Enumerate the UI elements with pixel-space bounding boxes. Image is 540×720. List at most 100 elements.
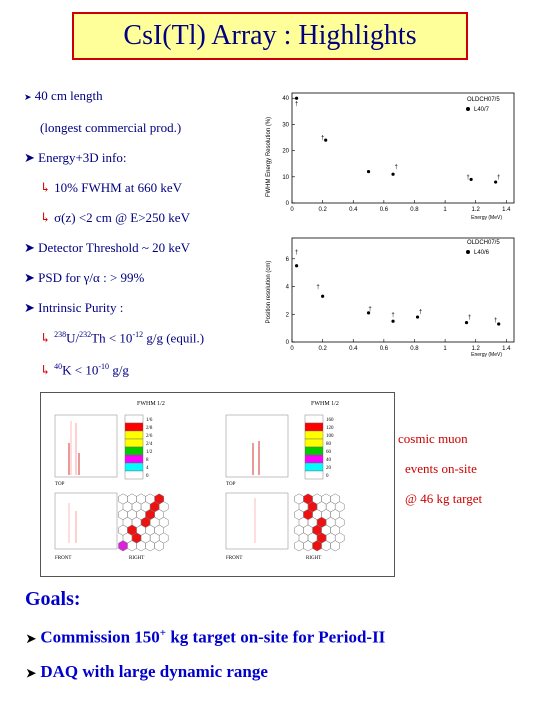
event-display: FWHM 1/2 TOP FRONT 1/6 2/8 2/6 2/4 1/2 8 4 0 RI…	[40, 392, 395, 577]
sup-40: 40	[54, 362, 63, 371]
position-legend-1: OLDCH07/5	[467, 240, 500, 246]
color-scale-cell	[304, 414, 324, 424]
arrow-icon: ↳	[40, 180, 51, 195]
bullet-marker: ➤	[26, 666, 37, 680]
bullet-energy: ➤ Energy+3D info:	[24, 150, 126, 166]
x-tick-label: 1.4	[502, 207, 511, 213]
goal-commission-sup: +	[159, 627, 167, 639]
hex-cell	[303, 540, 313, 552]
bullet-energy-fwhm-text: 10% FWHM at 660 keV	[54, 180, 182, 195]
x-tick-label: 1.4	[502, 346, 511, 352]
y-tick-label: 20	[282, 149, 289, 155]
hex-cell	[127, 540, 137, 552]
event-panel1-front-box	[54, 492, 118, 550]
color-scale-cell	[124, 446, 144, 456]
position-legend-2: L40/6	[474, 250, 490, 256]
color-scale-cell	[304, 470, 324, 480]
u-text: U/	[66, 330, 80, 346]
goal-commission: ➤ Commission 150+ kg target on-site for …	[26, 627, 385, 648]
color-scale-cell	[304, 462, 324, 472]
x-tick-label: 1	[443, 346, 447, 352]
sup-232: 232	[79, 330, 92, 339]
color-scale-cell	[304, 438, 324, 448]
muon-text-line1: cosmic muon	[398, 431, 468, 446]
data-point-filled	[415, 315, 420, 319]
k-text: K < 10	[62, 362, 99, 378]
color-scale-cell	[304, 430, 324, 440]
event-panel2-top-box	[225, 414, 289, 478]
sup-exp: -12	[132, 330, 144, 339]
bullet-energy-text: Energy+3D info:	[38, 150, 127, 165]
color-scale-label: 120	[326, 426, 334, 431]
bullet-energy-sigma-text: (z) <2 cm @ E>250 keV	[61, 210, 190, 225]
data-point-filled	[497, 322, 501, 326]
color-scale-cell	[304, 446, 324, 456]
hex-cell	[330, 540, 340, 552]
y-tick-label: 6	[286, 257, 290, 263]
event-panel2-color-scale: 160 120 100 80 60 40 20 0	[304, 414, 334, 480]
energy-plot-ylabel: FWHM Energy Resolution (%)	[266, 117, 272, 197]
position-resolution-svg: Position resolution (cm) Energy (MeV) OL…	[262, 232, 524, 360]
goal-commission-pre: Commission 150	[40, 627, 160, 647]
color-scale-label: 0	[146, 474, 149, 479]
event-panel2-front-label: FRONT	[226, 556, 242, 561]
data-point-open: †	[419, 309, 422, 315]
uth-post: g/g (equil.)	[143, 330, 205, 346]
x-tick-label: 0.2	[318, 346, 327, 352]
data-point-open: †	[466, 175, 469, 181]
bullet-psd-post: : > 99%	[99, 270, 145, 285]
energy-legend-2: L40/7	[474, 107, 490, 113]
color-scale-label: 60	[326, 450, 332, 455]
bullet-marker: ➤	[24, 240, 35, 255]
x-tick-label: 1.2	[472, 346, 481, 352]
data-point-filled	[321, 294, 325, 298]
color-scale-label: 4	[146, 466, 149, 471]
color-scale-label: 0	[326, 474, 329, 479]
x-tick-label: 0.8	[410, 346, 419, 352]
bullet-energy-sigma: ↳ σ(z) <2 cm @ E>250 keV	[40, 210, 190, 226]
color-scale-cell	[304, 454, 324, 464]
color-scale-cell	[124, 430, 144, 440]
y-tick-label: 10	[282, 175, 289, 181]
muon-text-line3: @ 46 kg target	[405, 491, 483, 506]
y-tick-label: 4	[286, 285, 290, 291]
x-tick-label: 1	[443, 207, 447, 213]
y-tick-label: 0	[286, 340, 290, 346]
event-panel1-right-label: RIGHT	[129, 556, 144, 561]
bullet-marker: ➤	[24, 300, 35, 315]
bullet-psd-sym: γ/α	[83, 270, 100, 285]
bullet-purity: ➤ Intrinsic Purity :	[24, 300, 123, 316]
th-text: Th < 10	[91, 330, 133, 346]
energy-resolution-plot: FWHM Energy Resolution (%) Energy (MeV) …	[262, 85, 524, 230]
data-point-filled	[294, 96, 299, 100]
bullet-psd-pre: PSD for	[38, 270, 84, 285]
bullet-length-text: 40 cm length	[34, 88, 103, 103]
arrow-icon: ↳	[40, 362, 51, 378]
bullet-marker: ➤	[24, 270, 35, 285]
data-point-open: †	[494, 318, 497, 324]
arrow-icon: ↳	[40, 330, 51, 346]
data-point-open: †	[295, 250, 298, 256]
data-point-open: †	[368, 307, 371, 313]
event-panel1-top-box	[54, 414, 118, 478]
data-point-open: †	[468, 315, 471, 321]
event-panel1-front-label: FRONT	[55, 556, 71, 561]
goal-commission-post: kg target on-site for Period-II	[166, 627, 386, 647]
data-point-open: †	[295, 101, 298, 107]
data-point-filled	[464, 320, 469, 325]
y-tick-label: 30	[282, 122, 289, 128]
data-point-open: †	[316, 285, 319, 291]
sup-238: 238	[54, 330, 67, 339]
x-tick-label: 0.6	[380, 207, 389, 213]
bullet-marker: ➤	[24, 92, 32, 102]
bullet-energy-fwhm: ↳ 10% FWHM at 660 keV	[40, 180, 182, 196]
x-tick-label: 0.6	[380, 346, 389, 352]
event-panel1-hex-grid	[118, 493, 169, 552]
sup-exp-k: -10	[98, 362, 110, 371]
position-resolution-plot: Position resolution (cm) Energy (MeV) OL…	[262, 232, 524, 360]
color-scale-cell	[124, 414, 144, 424]
color-scale-label: 2/4	[146, 442, 153, 447]
data-point-open: †	[497, 175, 500, 181]
color-scale-cell	[124, 438, 144, 448]
